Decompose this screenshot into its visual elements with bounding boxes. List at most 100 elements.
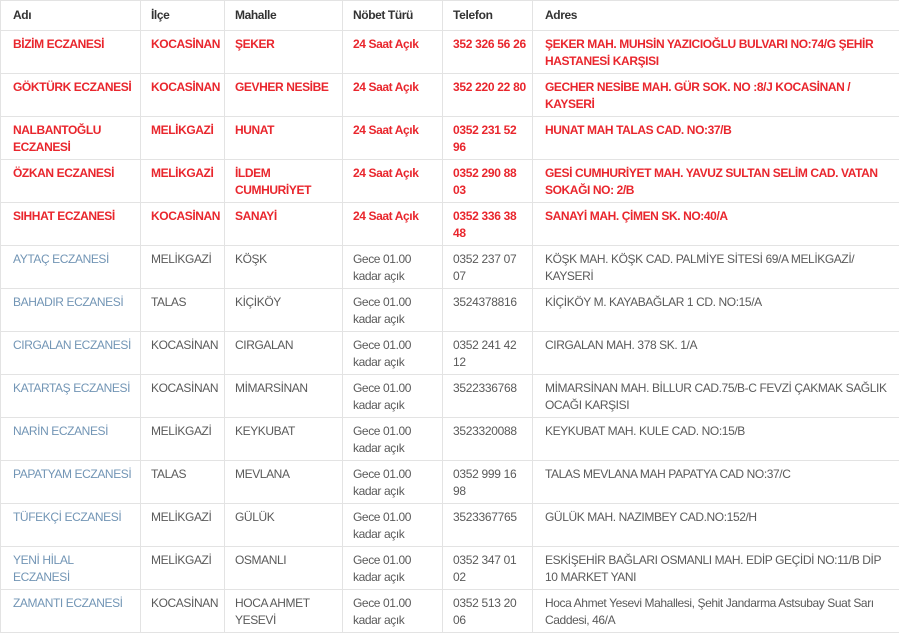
pharmacy-name-link[interactable]: GÖKTÜRK ECZANESİ <box>13 80 131 94</box>
cell-name: ZAMANTI ECZANESİ <box>1 590 141 633</box>
cell-neighborhood: HUNAT <box>225 117 343 160</box>
pharmacy-name-link[interactable]: ÖZKAN ECZANESİ <box>13 166 114 180</box>
cell-neighborhood: GEVHER NESİBE <box>225 74 343 117</box>
cell-duty: Gece 01.00 kadar açık <box>343 246 443 289</box>
cell-phone: 0352 999 16 98 <box>443 461 533 504</box>
cell-phone: 0352 241 42 12 <box>443 332 533 375</box>
cell-name: ÖZKAN ECZANESİ <box>1 160 141 203</box>
cell-duty: Gece 01.00 kadar açık <box>343 461 443 504</box>
cell-name: BİZİM ECZANESİ <box>1 31 141 74</box>
cell-phone: 0352 237 07 07 <box>443 246 533 289</box>
cell-neighborhood: SANAYİ <box>225 203 343 246</box>
cell-neighborhood: KÖŞK <box>225 246 343 289</box>
column-header-name: Adı <box>1 1 141 31</box>
cell-phone: 352 220 22 80 <box>443 74 533 117</box>
cell-phone: 0352 347 01 02 <box>443 547 533 590</box>
cell-name: NALBANTOĞLU ECZANESİ <box>1 117 141 160</box>
pharmacy-name-link[interactable]: KATARTAŞ ECZANESİ <box>13 381 130 395</box>
cell-duty: 24 Saat Açık <box>343 74 443 117</box>
cell-address: KİÇİKÖY M. KAYABAĞLAR 1 CD. NO:15/A <box>533 289 899 332</box>
cell-phone: 0352 336 38 48 <box>443 203 533 246</box>
cell-duty: Gece 01.00 kadar açık <box>343 590 443 633</box>
pharmacy-name-link[interactable]: ZAMANTI ECZANESİ <box>13 596 123 610</box>
cell-duty: 24 Saat Açık <box>343 203 443 246</box>
pharmacy-name-link[interactable]: YENİ HİLAL ECZANESİ <box>13 553 73 584</box>
cell-phone: 0352 290 88 03 <box>443 160 533 203</box>
pharmacy-name-link[interactable]: NARİN ECZANESİ <box>13 424 108 438</box>
cell-address: GÜLÜK MAH. NAZIMBEY CAD.NO:152/H <box>533 504 899 547</box>
cell-name: YENİ HİLAL ECZANESİ <box>1 547 141 590</box>
cell-address: KÖŞK MAH. KÖŞK CAD. PALMİYE SİTESİ 69/A … <box>533 246 899 289</box>
table-header: Adı İlçe Mahalle Nöbet Türü Telefon Adre… <box>1 1 899 31</box>
cell-name: KATARTAŞ ECZANESİ <box>1 375 141 418</box>
pharmacy-name-link[interactable]: SIHHAT ECZANESİ <box>13 209 115 223</box>
cell-neighborhood: GÜLÜK <box>225 504 343 547</box>
cell-duty: 24 Saat Açık <box>343 160 443 203</box>
cell-district: KOCASİNAN <box>141 74 225 117</box>
pharmacy-name-link[interactable]: CIRGALAN ECZANESİ <box>13 338 131 352</box>
cell-neighborhood: KİÇİKÖY <box>225 289 343 332</box>
cell-address: ŞEKER MAH. MUHSİN YAZICIOĞLU BULVARI NO:… <box>533 31 899 74</box>
cell-name: NARİN ECZANESİ <box>1 418 141 461</box>
cell-address: GECHER NESİBE MAH. GÜR SOK. NO :8/J KOCA… <box>533 74 899 117</box>
cell-phone: 352 326 56 26 <box>443 31 533 74</box>
cell-district: KOCASİNAN <box>141 375 225 418</box>
pharmacy-name-link[interactable]: BİZİM ECZANESİ <box>13 37 104 51</box>
cell-name: GÖKTÜRK ECZANESİ <box>1 74 141 117</box>
cell-name: PAPATYAM ECZANESİ <box>1 461 141 504</box>
cell-address: ESKİŞEHİR BAĞLARI OSMANLI MAH. EDİP GEÇİ… <box>533 547 899 590</box>
column-header-duty: Nöbet Türü <box>343 1 443 31</box>
pharmacy-name-link[interactable]: PAPATYAM ECZANESİ <box>13 467 131 481</box>
cell-name: TÜFEKÇİ ECZANESİ <box>1 504 141 547</box>
pharmacy-name-link[interactable]: BAHADIR ECZANESİ <box>13 295 123 309</box>
cell-phone: 0352 513 20 06 <box>443 590 533 633</box>
cell-district: MELİKGAZİ <box>141 117 225 160</box>
cell-duty: 24 Saat Açık <box>343 31 443 74</box>
cell-phone: 3523320088 <box>443 418 533 461</box>
cell-district: MELİKGAZİ <box>141 504 225 547</box>
cell-phone: 3524378816 <box>443 289 533 332</box>
pharmacy-name-link[interactable]: AYTAÇ ECZANESİ <box>13 252 109 266</box>
cell-name: BAHADIR ECZANESİ <box>1 289 141 332</box>
cell-neighborhood: MİMARSİNAN <box>225 375 343 418</box>
cell-phone: 3523367765 <box>443 504 533 547</box>
pharmacy-name-link[interactable]: TÜFEKÇİ ECZANESİ <box>13 510 121 524</box>
cell-neighborhood: MEVLANA <box>225 461 343 504</box>
cell-neighborhood: HOCA AHMET YESEVİ <box>225 590 343 633</box>
cell-address: Hoca Ahmet Yesevi Mahallesi, Şehit Janda… <box>533 590 899 633</box>
cell-duty: Gece 01.00 kadar açık <box>343 289 443 332</box>
pharmacy-name-link[interactable]: NALBANTOĞLU ECZANESİ <box>13 123 101 154</box>
cell-duty: Gece 01.00 kadar açık <box>343 418 443 461</box>
cell-name: SIHHAT ECZANESİ <box>1 203 141 246</box>
cell-duty: Gece 01.00 kadar açık <box>343 504 443 547</box>
column-header-neighborhood: Mahalle <box>225 1 343 31</box>
column-header-address: Adres <box>533 1 899 31</box>
cell-address: HUNAT MAH TALAS CAD. NO:37/B <box>533 117 899 160</box>
cell-address: TALAS MEVLANA MAH PAPATYA CAD NO:37/C <box>533 461 899 504</box>
cell-duty: Gece 01.00 kadar açık <box>343 375 443 418</box>
cell-district: KOCASİNAN <box>141 332 225 375</box>
cell-phone: 0352 231 52 96 <box>443 117 533 160</box>
header-row: Adı İlçe Mahalle Nöbet Türü Telefon Adre… <box>1 1 899 31</box>
cell-district: KOCASİNAN <box>141 590 225 633</box>
cell-name: CIRGALAN ECZANESİ <box>1 332 141 375</box>
cell-address: CIRGALAN MAH. 378 SK. 1/A <box>533 332 899 375</box>
cell-district: KOCASİNAN <box>141 31 225 74</box>
cell-district: TALAS <box>141 289 225 332</box>
cell-district: MELİKGAZİ <box>141 418 225 461</box>
cell-duty: Gece 01.00 kadar açık <box>343 332 443 375</box>
cell-address: MİMARSİNAN MAH. BİLLUR CAD.75/B-C FEVZİ … <box>533 375 899 418</box>
column-header-district: İlçe <box>141 1 225 31</box>
